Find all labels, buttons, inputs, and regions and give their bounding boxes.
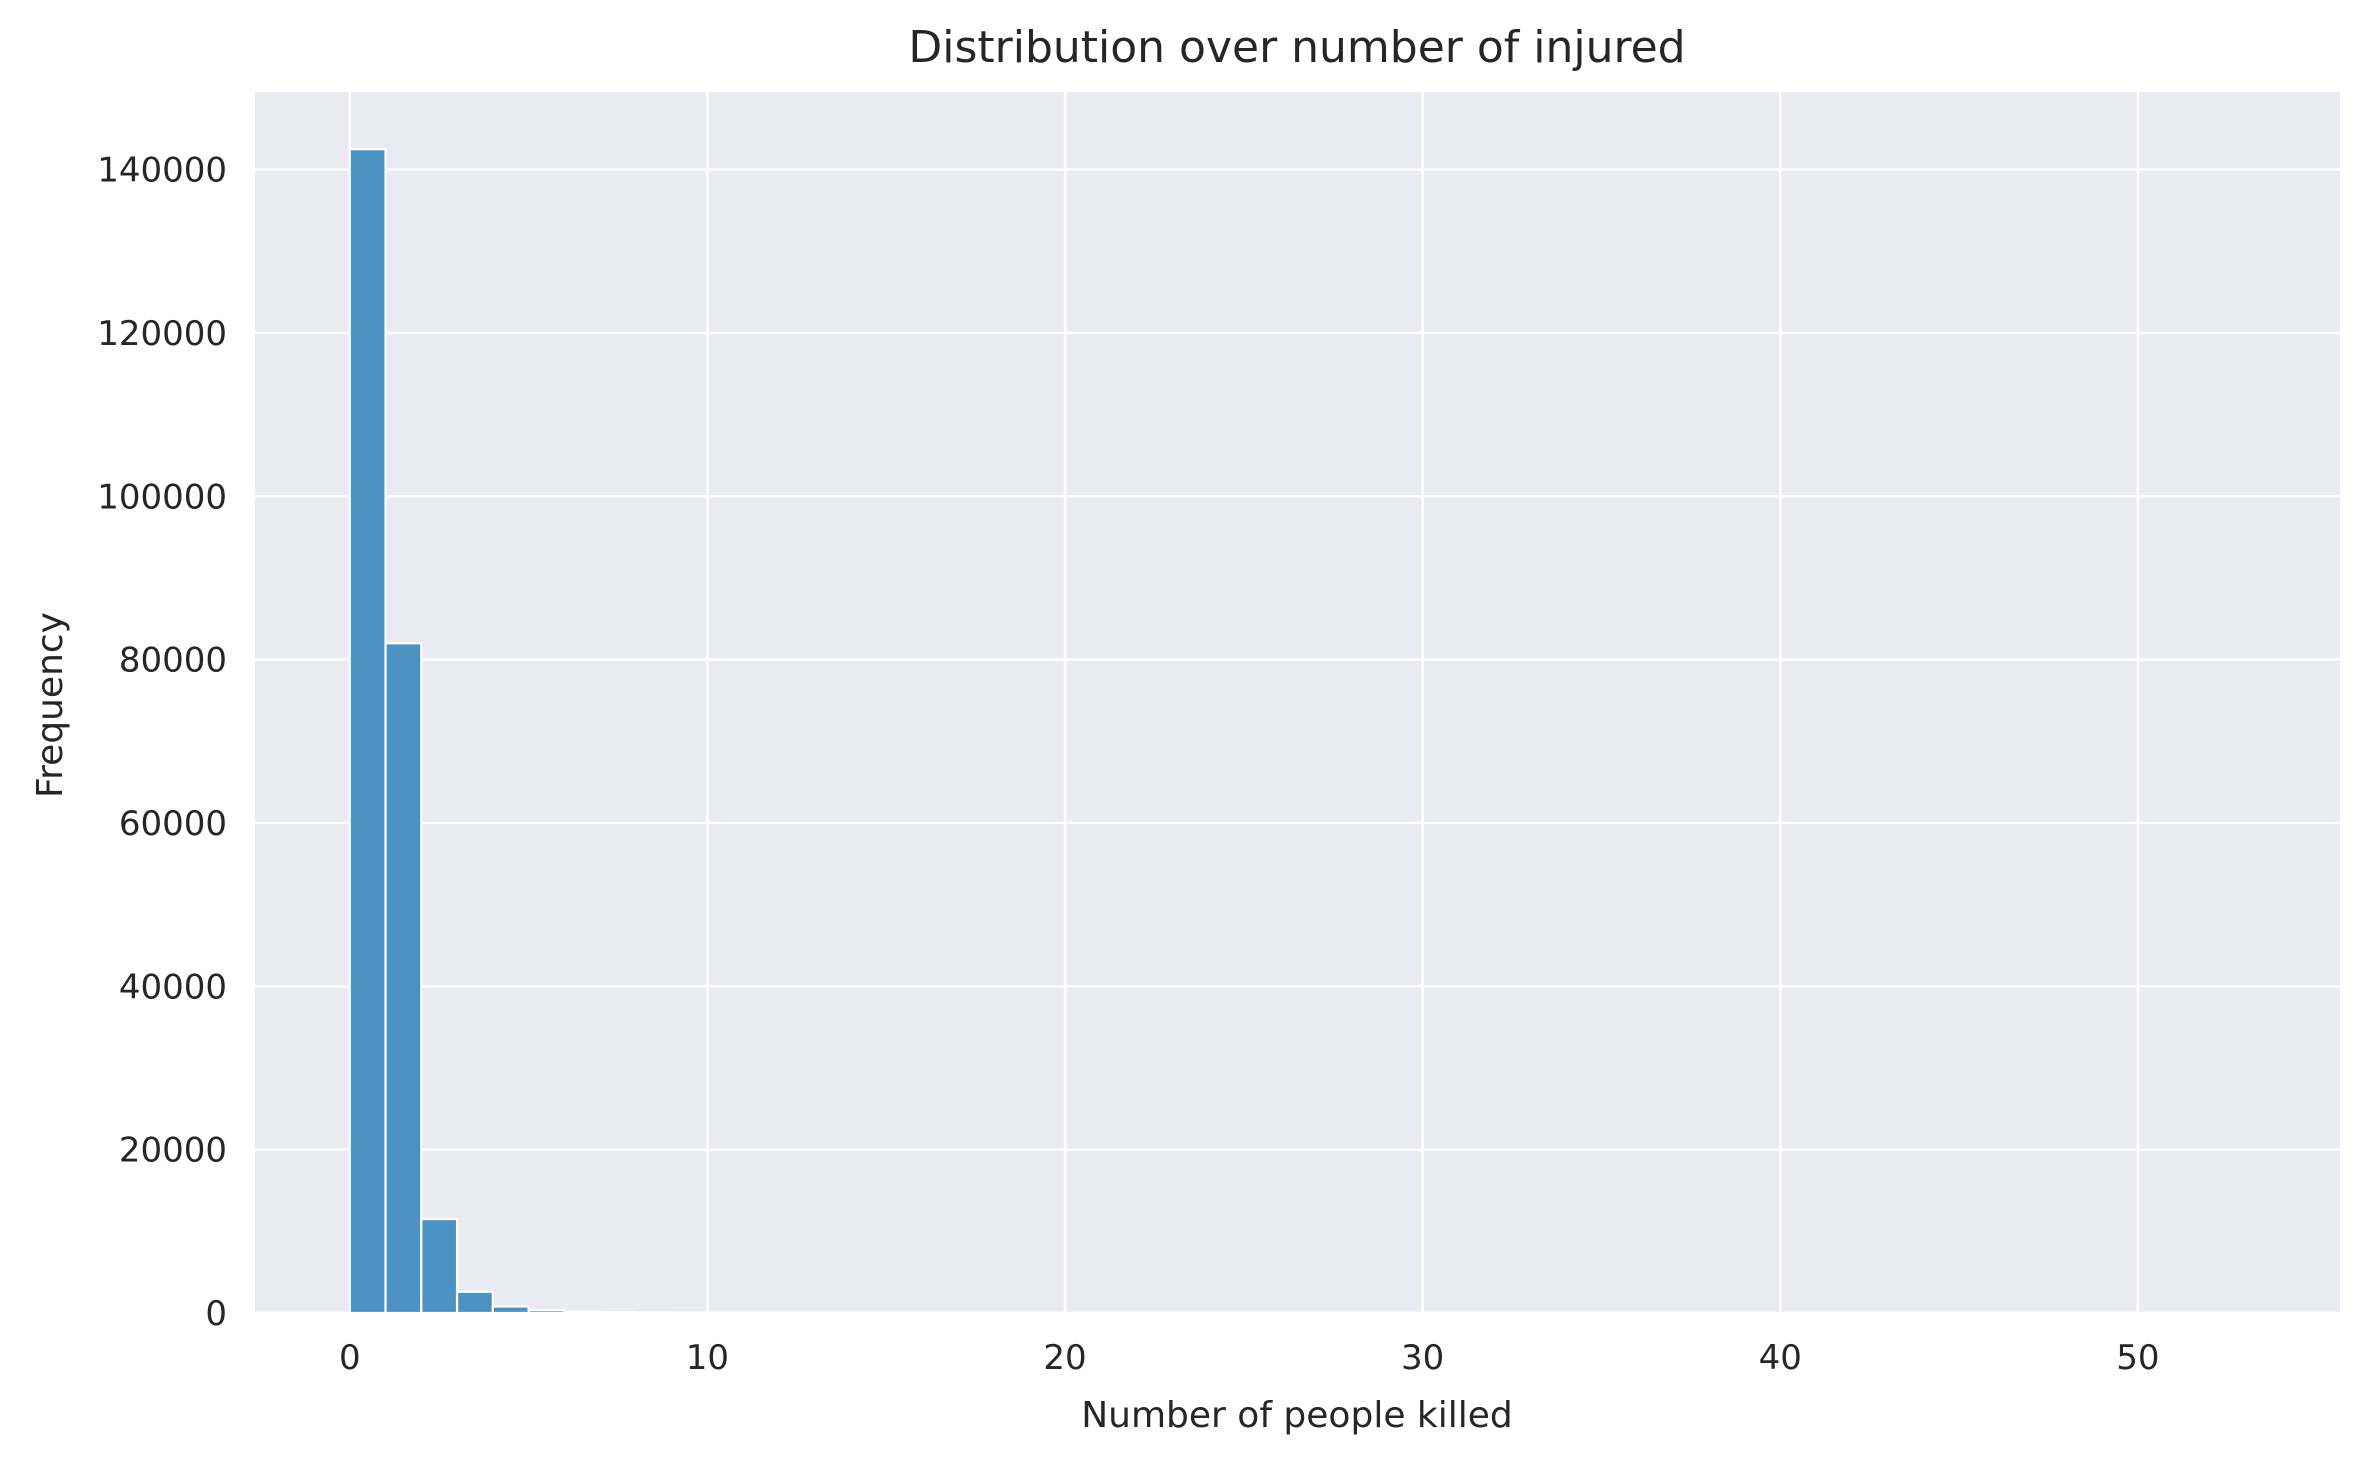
y-tick-label: 80000 [119,641,227,681]
histogram-bar [527,1309,566,1315]
y-tick-label: 20000 [119,1131,227,1171]
y-tick-label: 60000 [119,804,227,844]
x-tick-label: 40 [1759,1338,1802,1378]
histogram-bar [455,1290,494,1315]
plot-background [255,92,2340,1313]
histogram-bar [420,1217,459,1315]
x-tick-label: 30 [1401,1338,1444,1378]
y-tick-label: 120000 [97,314,227,354]
histogram-bar [599,1311,637,1315]
chart-title: Distribution over number of injured [908,22,1685,73]
y-tick-label: 140000 [97,151,227,191]
y-axis-label: Frequency [30,612,71,798]
y-tick-label: 0 [205,1294,227,1334]
histogram-bar [348,148,387,1315]
x-axis-label: Number of people killed [1081,1395,1513,1436]
x-tick-label: 0 [339,1338,361,1378]
histogram-bars [348,148,709,1315]
histogram-bar [384,642,423,1315]
x-axis-ticks: 0 10 20 30 40 50 [339,1338,2160,1378]
histogram-bar [491,1305,530,1315]
y-tick-label: 40000 [119,967,227,1007]
grid-lines [255,92,2340,1315]
x-tick-label: 10 [686,1338,729,1378]
histogram-bar [563,1310,602,1315]
y-tick-label: 100000 [97,477,227,517]
x-tick-label: 50 [2116,1338,2159,1378]
y-axis-ticks: 0 20000 40000 60000 80000 100000 120000 140000 [97,151,227,1334]
x-tick-label: 20 [1043,1338,1086,1378]
